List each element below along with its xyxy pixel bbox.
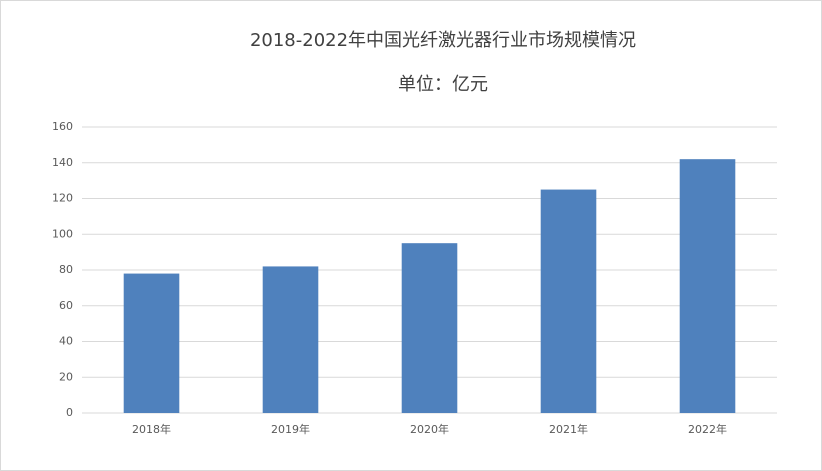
y-tick-label: 100 xyxy=(52,227,73,240)
y-tick-label: 160 xyxy=(52,120,73,133)
y-tick-label: 40 xyxy=(59,335,73,348)
y-tick-label: 140 xyxy=(52,156,73,169)
y-tick-label: 120 xyxy=(52,192,73,205)
bar xyxy=(123,273,180,413)
bar xyxy=(401,243,458,413)
chart-title: 2018-2022年中国光纤激光器行业市场规模情况 xyxy=(250,30,636,51)
x-tick-label: 2022年 xyxy=(688,422,727,436)
x-tick-label: 2020年 xyxy=(410,422,449,436)
y-tick-label: 60 xyxy=(59,299,73,312)
y-tick-label: 80 xyxy=(59,263,73,276)
y-tick-label: 20 xyxy=(59,370,73,383)
bar xyxy=(540,189,597,413)
chart-subtitle: 单位：亿元 xyxy=(398,74,488,95)
x-tick-label: 2018年 xyxy=(132,422,171,436)
bar xyxy=(262,266,319,413)
x-tick-label: 2019年 xyxy=(271,422,310,436)
y-tick-label: 0 xyxy=(66,406,73,419)
x-tick-label: 2021年 xyxy=(549,422,588,436)
bar xyxy=(679,159,736,413)
